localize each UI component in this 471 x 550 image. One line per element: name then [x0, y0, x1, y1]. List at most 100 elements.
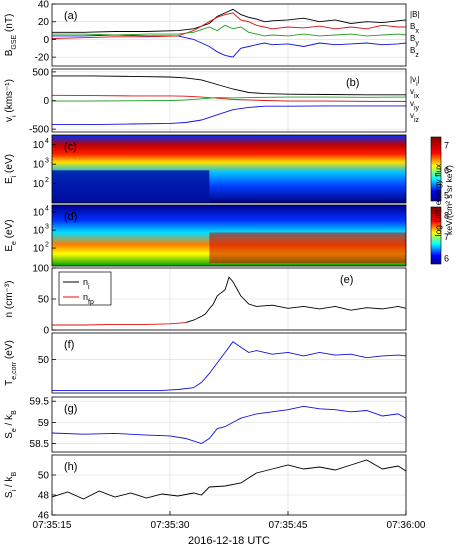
colorbar-bar	[430, 136, 442, 202]
y-tick-label: 20	[38, 17, 50, 28]
series-group	[52, 341, 406, 391]
y-tick-label: 100	[32, 264, 49, 275]
legend-box	[58, 271, 112, 306]
legend-label: Bx	[410, 22, 419, 35]
y-tick-label: 0	[43, 35, 49, 46]
y-tick-label: 10	[33, 140, 45, 151]
y-axis-label: vi (kms⁻¹)	[4, 79, 18, 122]
y-tick-exponent: 4	[45, 206, 49, 213]
colorbar-tick-label: 6	[444, 254, 449, 264]
panel-h: 46 48 50 (h) Si / kB	[4, 454, 407, 522]
series-line-2	[52, 94, 406, 102]
y-tick-exponent: 3	[45, 224, 49, 231]
plot-frame	[51, 3, 407, 67]
series-group	[52, 405, 406, 444]
y-tick-label: -500	[29, 125, 49, 136]
plot-background	[52, 333, 406, 393]
series-line-3	[52, 24, 406, 37]
y-tick-label: 46	[38, 511, 50, 522]
y-axis-label: Se / kB	[4, 410, 18, 439]
y-axis-label: n (cm⁻³)	[4, 281, 15, 318]
plot-frame	[51, 454, 407, 516]
x-tick-label: 07:36:00	[387, 520, 426, 531]
panel-label: (a)	[64, 10, 77, 22]
y-tick-exponent: 2	[45, 177, 49, 184]
y-tick-exponent: 2	[45, 242, 49, 249]
series-group	[52, 75, 406, 126]
y-tick-label: 10	[33, 160, 45, 171]
x-tick-label: 07:35:30	[151, 520, 190, 531]
series-line-0	[185, 276, 406, 324]
legend-label: nfp	[83, 292, 94, 306]
y-axis-label: Ee (eV)	[4, 219, 18, 251]
plot-frame	[51, 332, 407, 394]
y-tick-label: 48	[38, 491, 50, 502]
y-tick-label: 50	[38, 471, 50, 482]
y-tick-exponent: 3	[45, 158, 49, 165]
series-line-3	[52, 96, 406, 102]
y-tick-label: 40	[38, 0, 50, 11]
colorbar-label: log Diff. energy flux	[433, 163, 443, 236]
series-line-0	[52, 459, 406, 500]
y-tick-label: 59.5	[30, 397, 50, 408]
x-tick-label: 07:35:15	[33, 520, 72, 531]
y-tick-label: 10	[33, 244, 45, 255]
panel-label: (b)	[346, 77, 359, 89]
y-axis-label: Te,corr (eV)	[4, 340, 18, 386]
spectrogram-region	[209, 232, 406, 263]
panel-f: 50 (f) Te,corr (eV)	[4, 332, 407, 394]
x-axis-label: 2016-12-18 UTC	[188, 535, 270, 547]
plot-frame	[51, 68, 407, 133]
series-line-1	[52, 322, 186, 326]
colorbar-tick-label: 7	[444, 141, 449, 151]
plot-frame	[51, 134, 407, 204]
colorbar-tick-label: 5	[444, 191, 449, 201]
y-tick-label: 50	[38, 295, 50, 306]
series-line-0	[52, 341, 406, 391]
colorbar-bar	[430, 206, 442, 265]
legend-label: vix	[410, 87, 420, 100]
legend-label: ni	[83, 277, 90, 291]
y-tick-label: 0	[43, 326, 49, 337]
panel-label: (h)	[64, 461, 77, 473]
colorbar-tick-label: 6	[444, 166, 449, 176]
panel-label: (d)	[64, 211, 77, 223]
series-group	[52, 8, 406, 58]
series-line-1	[52, 105, 406, 126]
y-tick-label: 10	[33, 179, 45, 190]
y-tick-label: 10	[33, 226, 45, 237]
panel-label: (e)	[340, 274, 353, 286]
y-tick-label: 500	[32, 67, 49, 78]
panel-label: (f)	[64, 339, 74, 351]
colorbar: 5 6 7	[430, 136, 449, 202]
y-axis-label: BGSE (nT)	[4, 14, 18, 57]
series-line-0	[52, 405, 406, 444]
y-tick-label: -20	[35, 53, 50, 64]
colorbar-tick-label: 7	[444, 232, 449, 242]
colorbar-tick-label: 8	[444, 211, 449, 221]
y-axis-label: Si / kB	[4, 472, 18, 499]
y-tick-exponent: 4	[45, 138, 49, 145]
y-tick-label: 10	[33, 208, 45, 219]
legend-label: viz	[410, 111, 420, 124]
panel-g: 58.5 59 59.5 (g) Se / kB	[4, 396, 407, 453]
y-axis-label: Ei (eV)	[4, 154, 18, 184]
series-group	[52, 276, 406, 326]
plot-frame	[51, 204, 407, 267]
legend-label: |vi|	[410, 75, 420, 88]
y-tick-label: 58.5	[30, 439, 50, 450]
colorbar-unit-label: keV/(cm² s sr keV)	[444, 165, 454, 235]
x-tick-label: 07:35:45	[269, 520, 308, 531]
series-group	[52, 459, 406, 500]
legend-label: Bz	[410, 46, 419, 59]
panel-label: (c)	[64, 141, 77, 153]
y-tick-label: 50	[38, 355, 50, 366]
